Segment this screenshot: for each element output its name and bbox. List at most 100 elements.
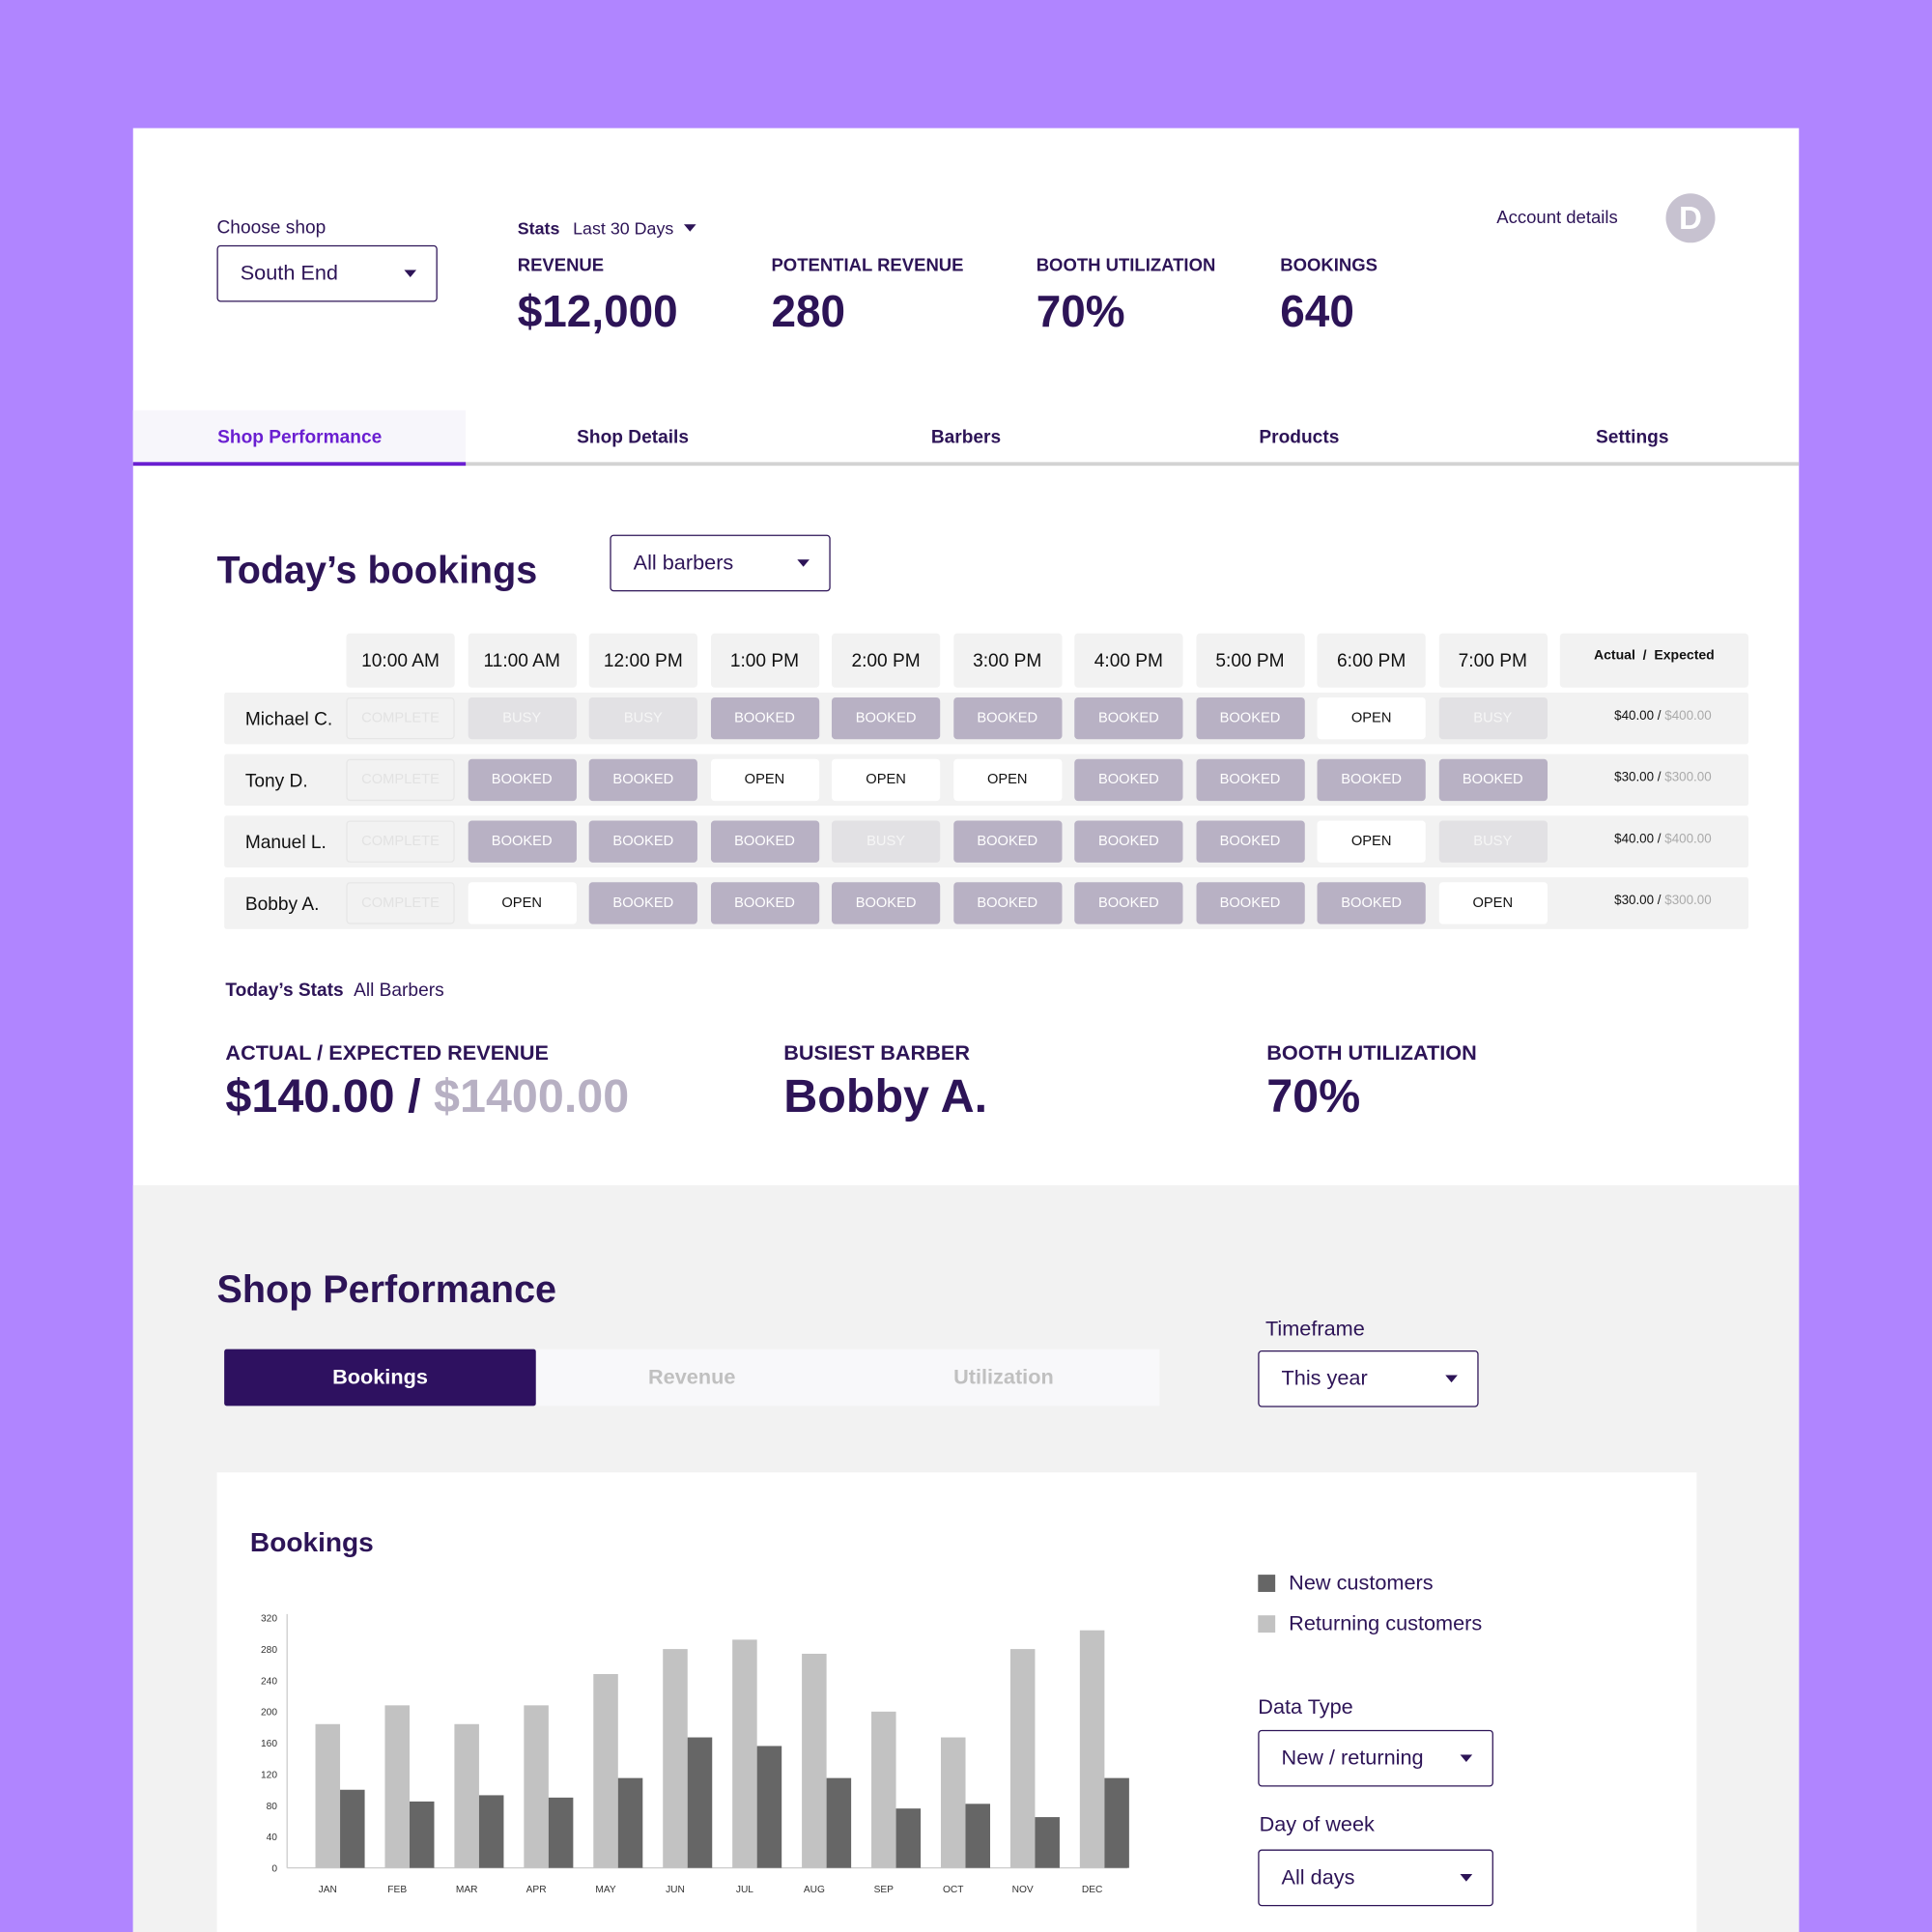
time-slot[interactable]: BOOKED xyxy=(831,696,941,740)
time-slot[interactable]: BOOKED xyxy=(952,820,1062,863)
time-slot[interactable]: BOOKED xyxy=(1074,820,1183,863)
choose-shop-label: Choose shop xyxy=(216,217,327,239)
x-tick-label: JUL xyxy=(736,1885,753,1895)
x-tick-label: SEP xyxy=(874,1885,895,1895)
barber-filter[interactable]: All barbers xyxy=(610,534,831,592)
select-value: This year xyxy=(1281,1366,1368,1390)
tab-active-bg xyxy=(132,410,467,464)
x-tick-label: MAR xyxy=(456,1885,478,1895)
tab[interactable]: Products xyxy=(1259,426,1340,448)
time-slot[interactable]: COMPLETE xyxy=(346,758,455,802)
y-tick-label: 280 xyxy=(261,1645,277,1656)
timeframe-label: Timeframe xyxy=(1264,1317,1365,1341)
time-slot[interactable]: OPEN xyxy=(710,758,819,802)
timeframe-select[interactable]: This year xyxy=(1258,1350,1479,1407)
row-expected: $400.00 xyxy=(1664,831,1712,847)
bar xyxy=(1104,1777,1129,1868)
time-slot[interactable]: BUSY xyxy=(1438,696,1548,740)
row-summary: $40.00 / $400.00 xyxy=(1614,832,1712,846)
time-slot[interactable]: BOOKED xyxy=(1317,758,1426,802)
tab[interactable]: Barbers xyxy=(930,426,1002,448)
time-slot[interactable]: BUSY xyxy=(468,696,577,740)
section-title: Shop Performance xyxy=(216,1267,557,1312)
time-header: 7:00 PM xyxy=(1438,633,1548,688)
stat-value: 640 xyxy=(1280,285,1354,337)
time-slot[interactable]: BUSY xyxy=(588,696,697,740)
time-slot[interactable]: BOOKED xyxy=(1074,882,1183,924)
time-slot[interactable]: BUSY xyxy=(831,820,941,863)
time-slot[interactable]: COMPLETE xyxy=(346,696,455,740)
time-slot[interactable]: OPEN xyxy=(952,758,1062,802)
row-summary: $40.00 / $400.00 xyxy=(1614,708,1712,723)
time-header: 3:00 PM xyxy=(952,633,1062,688)
time-slot[interactable]: BOOKED xyxy=(1317,882,1426,924)
segment-button[interactable]: Utilization xyxy=(847,1349,1160,1406)
time-slot[interactable]: OPEN xyxy=(1317,696,1426,740)
time-slot[interactable]: BOOKED xyxy=(588,882,697,924)
time-slot[interactable]: BOOKED xyxy=(588,758,697,802)
time-slot[interactable]: OPEN xyxy=(1438,882,1548,924)
time-slot[interactable]: BOOKED xyxy=(468,820,577,863)
barber-name: Tony D. xyxy=(244,770,308,792)
bar xyxy=(548,1797,574,1868)
time-slot[interactable]: BOOKED xyxy=(710,882,819,924)
time-slot[interactable]: BOOKED xyxy=(1074,696,1183,740)
time-slot[interactable]: BOOKED xyxy=(1438,758,1548,802)
time-slot[interactable]: BOOKED xyxy=(1195,696,1305,740)
tabs-divider xyxy=(132,462,1800,467)
caret-shape xyxy=(1460,1874,1473,1882)
stats-period[interactable]: Last 30 Days xyxy=(573,218,696,238)
barber-name: Bobby A. xyxy=(244,894,320,916)
day-select[interactable]: All days xyxy=(1258,1849,1493,1907)
time-slot[interactable]: BOOKED xyxy=(952,882,1062,924)
time-slot[interactable]: OPEN xyxy=(468,882,577,924)
time-slot[interactable]: BOOKED xyxy=(588,820,697,863)
x-tick-label: FEB xyxy=(387,1885,407,1895)
segment-button[interactable]: Revenue xyxy=(535,1349,848,1406)
bar xyxy=(524,1705,549,1868)
segment-button[interactable]: Bookings xyxy=(224,1349,536,1406)
stat-value: Bobby A. xyxy=(783,1071,988,1123)
time-slot[interactable]: BUSY xyxy=(1438,820,1548,863)
time-header: 4:00 PM xyxy=(1074,633,1183,688)
bar xyxy=(1035,1817,1060,1868)
stat-label: BOOTH UTILIZATION xyxy=(1036,256,1216,276)
time-slot[interactable]: BOOKED xyxy=(710,696,819,740)
avatar[interactable]: D xyxy=(1665,193,1716,243)
dropdown-caret xyxy=(797,559,810,567)
time-slot[interactable]: OPEN xyxy=(1317,820,1426,863)
time-slot[interactable]: BOOKED xyxy=(1195,882,1305,924)
bar xyxy=(593,1674,618,1868)
stats-label: Stats xyxy=(517,217,560,239)
tab[interactable]: Settings xyxy=(1596,426,1669,448)
time-slot[interactable]: BOOKED xyxy=(1074,758,1183,802)
dropdown-caret xyxy=(1460,1874,1473,1882)
time-slot[interactable]: BOOKED xyxy=(831,882,941,924)
legend-label: Returning customers xyxy=(1289,1611,1483,1635)
time-slot[interactable]: BOOKED xyxy=(468,758,577,802)
row-actual: $30.00 / xyxy=(1614,893,1662,909)
time-slot[interactable]: COMPLETE xyxy=(346,882,455,924)
bar xyxy=(663,1649,688,1868)
tab[interactable]: Shop Performance xyxy=(217,426,383,448)
x-tick-label: MAY xyxy=(595,1885,616,1895)
shop-select[interactable]: South End xyxy=(216,244,438,302)
bar xyxy=(826,1777,852,1868)
time-slot[interactable]: BOOKED xyxy=(1195,758,1305,802)
dropdown-caret xyxy=(1445,1375,1458,1383)
time-slot[interactable]: OPEN xyxy=(831,758,941,802)
time-slot[interactable]: BOOKED xyxy=(710,820,819,863)
time-header: 1:00 PM xyxy=(710,633,819,688)
time-slot[interactable]: BOOKED xyxy=(952,696,1062,740)
bar xyxy=(384,1705,410,1868)
tab[interactable]: Shop Details xyxy=(577,426,690,448)
account-details[interactable]: Account details xyxy=(1496,208,1618,228)
time-slot[interactable]: BOOKED xyxy=(1195,820,1305,863)
time-slot[interactable]: COMPLETE xyxy=(346,820,455,863)
time-header: 2:00 PM xyxy=(831,633,941,688)
select-value: South End xyxy=(240,261,339,285)
data-type-select[interactable]: New / returning xyxy=(1258,1729,1493,1787)
tab-active-indicator xyxy=(132,462,467,467)
